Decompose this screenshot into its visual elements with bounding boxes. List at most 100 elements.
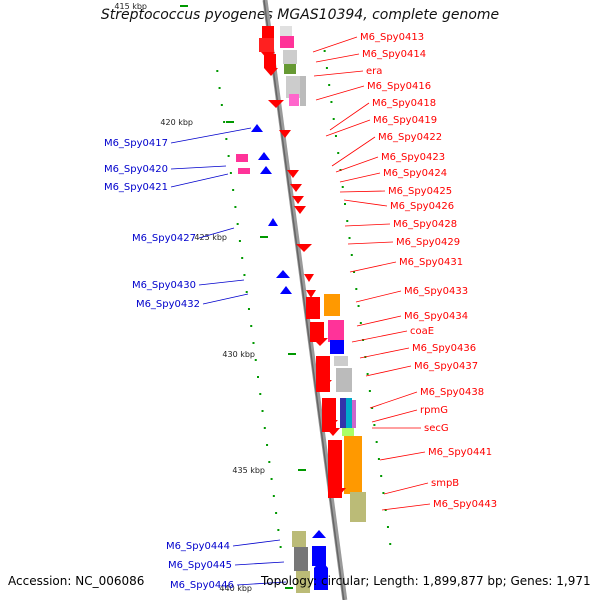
outer-tick-dot bbox=[266, 444, 269, 446]
forward-gene-arrow bbox=[322, 420, 338, 428]
outer-tick-dot bbox=[232, 189, 235, 191]
gene-label-right: M6_Spy0436 bbox=[412, 343, 476, 354]
inner-tick-dot bbox=[323, 50, 326, 52]
kbp-tick-mark bbox=[285, 587, 293, 589]
gene-feature bbox=[342, 428, 354, 436]
right-leader-line bbox=[359, 347, 410, 359]
reverse-gene-arrow bbox=[280, 286, 292, 294]
right-leader-line bbox=[331, 136, 376, 167]
outer-tick-dot bbox=[236, 223, 239, 225]
gene-label-right: M6_Spy0433 bbox=[404, 286, 468, 297]
gene-label-right: M6_Spy0441 bbox=[428, 447, 492, 458]
inner-tick-dot bbox=[355, 288, 358, 290]
gene-label-left: M6_Spy0427 bbox=[132, 233, 196, 244]
kbp-tick-mark bbox=[288, 353, 296, 355]
right-leader-line bbox=[339, 172, 381, 183]
gene-label-right: M6_Spy0419 bbox=[373, 115, 437, 126]
gene-feature bbox=[330, 340, 344, 354]
right-leader-line bbox=[383, 482, 429, 495]
gene-feature bbox=[324, 294, 340, 316]
kbp-tick-label: 435 kbp bbox=[232, 466, 265, 475]
left-leader-line bbox=[170, 127, 252, 144]
kbp-tick-label: 415 kbp bbox=[114, 2, 147, 11]
kbp-tick-label: 430 kbp bbox=[222, 350, 255, 359]
forward-gene-arrow bbox=[268, 100, 284, 108]
outer-tick-dot bbox=[279, 546, 282, 548]
gene-feature bbox=[340, 398, 346, 428]
gene-label-right: M6_Spy0434 bbox=[404, 311, 468, 322]
gene-label-right: M6_Spy0422 bbox=[378, 132, 442, 143]
gene-feature bbox=[352, 400, 356, 428]
inner-tick-dot bbox=[389, 543, 392, 545]
outer-tick-dot bbox=[227, 155, 230, 157]
inner-tick-dot bbox=[346, 220, 349, 222]
forward-gene-arrow bbox=[306, 290, 316, 298]
left-leader-line bbox=[236, 581, 287, 586]
gene-feature bbox=[312, 546, 326, 566]
kbp-tick-mark bbox=[260, 236, 268, 238]
gene-label-right: M6_Spy0443 bbox=[433, 499, 497, 510]
gene-feature bbox=[296, 571, 310, 593]
right-leader-line bbox=[313, 70, 364, 77]
gene-label-right: M6_Spy0431 bbox=[399, 257, 463, 268]
gene-label-left: M6_Spy0421 bbox=[104, 182, 168, 193]
kbp-tick-mark bbox=[180, 5, 188, 7]
gene-feature bbox=[346, 398, 352, 428]
inner-tick-dot bbox=[337, 152, 340, 154]
outer-tick-dot bbox=[259, 393, 262, 395]
right-leader-line bbox=[379, 451, 426, 461]
gene-label-right: M6_Spy0413 bbox=[360, 32, 424, 43]
right-leader-line bbox=[365, 365, 412, 377]
gene-label-right: M6_Spy0418 bbox=[372, 98, 436, 109]
gene-feature bbox=[280, 26, 292, 36]
inner-tick-dot bbox=[359, 322, 362, 324]
gene-label-right: M6_Spy0424 bbox=[383, 168, 447, 179]
outer-tick-dot bbox=[263, 427, 266, 429]
forward-gene-arrow bbox=[332, 488, 346, 496]
right-leader-line bbox=[349, 261, 397, 273]
gene-label-right: M6_Spy0438 bbox=[420, 387, 484, 398]
right-leader-line bbox=[343, 199, 388, 207]
right-leader-line bbox=[344, 223, 391, 227]
gene-feature bbox=[238, 168, 250, 174]
forward-gene-arrow bbox=[279, 130, 291, 138]
kbp-tick-label: 440 kbp bbox=[219, 584, 252, 593]
kbp-tick-label: 420 kbp bbox=[160, 118, 193, 127]
outer-tick-dot bbox=[229, 172, 232, 174]
reverse-gene-arrow bbox=[258, 152, 270, 160]
gene-label-left: M6_Spy0417 bbox=[104, 138, 168, 149]
right-leader-line bbox=[315, 53, 360, 63]
outer-tick-dot bbox=[261, 410, 264, 412]
inner-tick-dot bbox=[366, 373, 369, 375]
inner-tick-dot bbox=[375, 441, 378, 443]
gene-label-right: M6_Spy0428 bbox=[393, 219, 457, 230]
forward-gene-arrow bbox=[287, 170, 299, 178]
gene-label-right: M6_Spy0416 bbox=[367, 81, 431, 92]
gene-label-left: M6_Spy0430 bbox=[132, 280, 196, 291]
inner-tick-dot bbox=[382, 492, 385, 494]
gene-label-left: M6_Spy0446 bbox=[170, 580, 234, 591]
forward-gene-arrow bbox=[316, 380, 332, 388]
gene-label-left: M6_Spy0420 bbox=[104, 164, 168, 175]
outer-tick-dot bbox=[272, 495, 275, 497]
reverse-gene-arrow bbox=[276, 270, 290, 278]
forward-gene-arrow bbox=[326, 428, 340, 436]
gene-label-right: M6_Spy0425 bbox=[388, 186, 452, 197]
left-leader-line bbox=[232, 539, 281, 547]
right-leader-line bbox=[347, 241, 394, 245]
outer-tick-dot bbox=[257, 376, 260, 378]
gene-feature bbox=[289, 94, 299, 106]
left-leader-line bbox=[170, 173, 229, 188]
gene-label-right: coaE bbox=[410, 326, 434, 337]
right-leader-line bbox=[335, 156, 379, 173]
right-leader-line bbox=[355, 290, 402, 303]
inner-tick-dot bbox=[371, 407, 374, 409]
gene-label-left: M6_Spy0444 bbox=[166, 541, 230, 552]
inner-tick-dot bbox=[377, 458, 380, 460]
gene-feature bbox=[236, 154, 248, 162]
outer-tick-dot bbox=[225, 138, 228, 140]
outer-tick-dot bbox=[275, 512, 278, 514]
gene-feature bbox=[344, 436, 362, 494]
right-leader-line bbox=[371, 409, 418, 423]
